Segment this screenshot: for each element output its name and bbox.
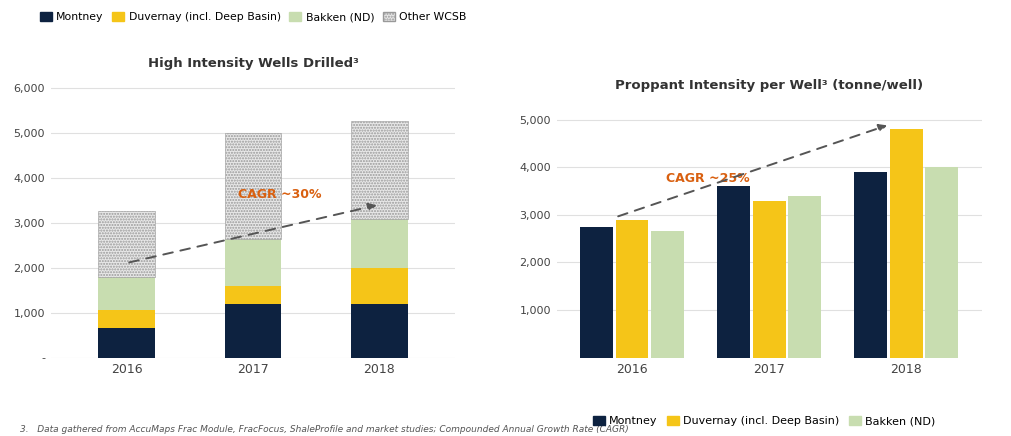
Bar	[615, 220, 648, 358]
Bar	[650, 232, 683, 358]
Bar	[224, 133, 281, 239]
Bar	[98, 276, 155, 310]
Bar	[351, 121, 407, 219]
Text: CAGR ~30%: CAGR ~30%	[238, 188, 321, 201]
Bar	[924, 167, 957, 358]
Legend: Montney, Duvernay (incl. Deep Basin), Bakken (ND): Montney, Duvernay (incl. Deep Basin), Ba…	[587, 411, 939, 430]
Bar	[98, 328, 155, 358]
Title: High Intensity Wells Drilled³: High Intensity Wells Drilled³	[148, 57, 358, 70]
Bar	[717, 186, 749, 358]
Bar	[351, 219, 407, 269]
Bar	[788, 196, 820, 358]
Bar	[579, 227, 613, 358]
Legend: Montney, Duvernay (incl. Deep Basin), Bakken (ND), Other WCSB: Montney, Duvernay (incl. Deep Basin), Ba…	[35, 7, 470, 27]
Bar	[224, 239, 281, 286]
Bar	[98, 310, 155, 328]
Bar	[224, 286, 281, 303]
Bar	[351, 303, 407, 358]
Text: CAGR ~25%: CAGR ~25%	[665, 171, 749, 184]
Bar	[889, 129, 922, 358]
Bar	[98, 211, 155, 276]
Bar	[752, 201, 785, 358]
Bar	[853, 172, 887, 358]
Bar	[351, 269, 407, 303]
Text: 3.   Data gathered from AccuMaps Frac Module, FracFocus, ShaleProfile and market: 3. Data gathered from AccuMaps Frac Modu…	[20, 425, 629, 434]
Bar	[224, 303, 281, 358]
Title: Proppant Intensity per Well³ (tonne/well): Proppant Intensity per Well³ (tonne/well…	[615, 79, 922, 92]
